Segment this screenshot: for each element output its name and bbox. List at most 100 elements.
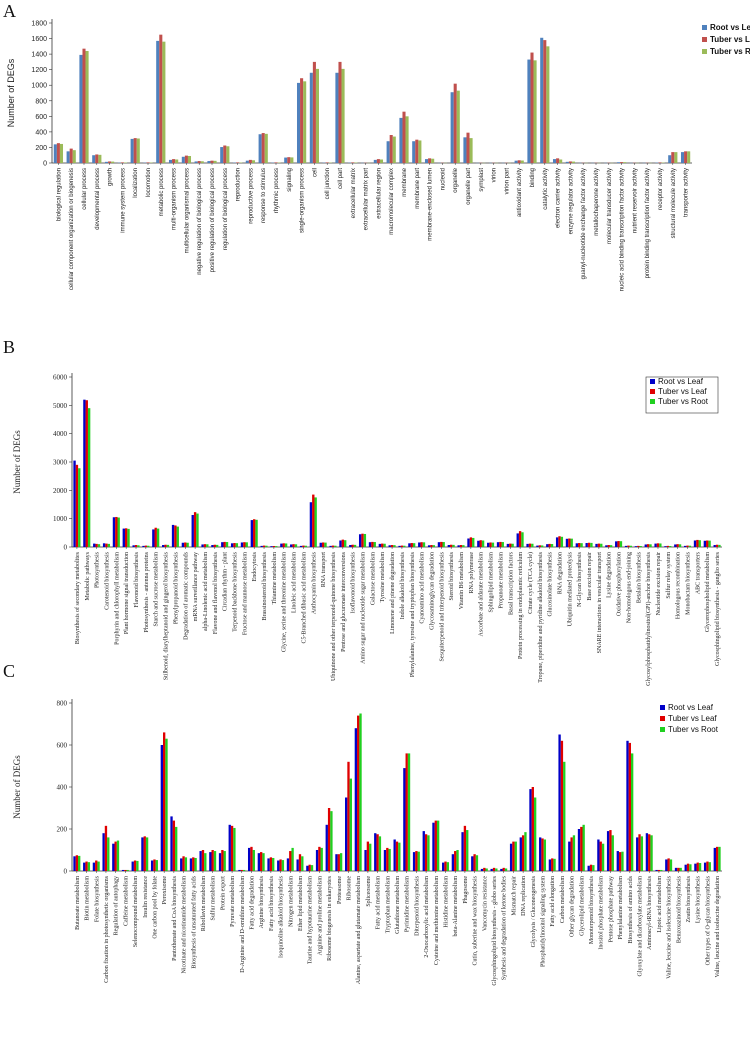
x-tick-label: Carbon metabolism bbox=[560, 876, 566, 923]
bar bbox=[83, 399, 86, 547]
bar bbox=[529, 789, 532, 871]
x-tick-label: C5-Branched dibasic acid metabolism bbox=[301, 552, 307, 644]
x-tick-label: Photosynthesis bbox=[95, 551, 101, 588]
bar bbox=[203, 544, 207, 547]
x-tick-label: cell junction bbox=[325, 168, 331, 199]
bar bbox=[235, 543, 239, 547]
legend-label: Tuber vs Root bbox=[658, 397, 709, 406]
bar bbox=[351, 544, 354, 547]
y-tick-label: 1200 bbox=[31, 67, 47, 74]
bar bbox=[446, 862, 449, 871]
y-tick-label: 1800 bbox=[31, 21, 47, 28]
bar bbox=[548, 543, 551, 547]
bar bbox=[466, 132, 470, 163]
bar bbox=[339, 540, 342, 547]
x-tick-label: reproductive process bbox=[248, 168, 254, 224]
bar bbox=[240, 869, 243, 871]
bar bbox=[415, 851, 418, 871]
bar bbox=[540, 37, 544, 163]
bar bbox=[262, 545, 266, 547]
bar bbox=[456, 90, 460, 163]
bar bbox=[424, 834, 428, 871]
bar bbox=[713, 847, 716, 871]
bar bbox=[560, 536, 564, 547]
bar bbox=[403, 768, 406, 871]
legend-swatch bbox=[660, 727, 665, 732]
bar bbox=[310, 865, 314, 871]
bar bbox=[213, 851, 217, 871]
bar bbox=[282, 543, 285, 547]
bar bbox=[279, 859, 282, 871]
bar bbox=[301, 856, 304, 871]
bar bbox=[444, 861, 447, 871]
bar bbox=[487, 542, 490, 547]
bar bbox=[490, 868, 493, 871]
bar bbox=[170, 816, 173, 871]
x-tick-label: Phagosome bbox=[463, 876, 469, 904]
bar bbox=[136, 860, 139, 871]
bar bbox=[408, 543, 411, 547]
bar bbox=[133, 860, 137, 871]
x-tick-label: Fatty acid metabolism bbox=[376, 876, 382, 930]
bar bbox=[469, 138, 473, 163]
x-tick-label: reproduction bbox=[236, 168, 242, 201]
bar bbox=[218, 853, 222, 871]
x-tick-label: Anthocyanin biosynthesis bbox=[311, 551, 317, 614]
bar bbox=[144, 545, 148, 547]
x-tick-label: immune system process bbox=[120, 168, 126, 233]
bar bbox=[85, 861, 88, 871]
x-tick-label: nucleic acid binding transcription facto… bbox=[620, 168, 626, 291]
x-tick-label: Butanoate metabolism bbox=[75, 876, 81, 930]
bar bbox=[418, 542, 421, 547]
y-tick-label: 400 bbox=[35, 129, 47, 136]
bar bbox=[463, 137, 467, 163]
x-tick-label: Photosynthesis - antenna proteins bbox=[144, 551, 150, 632]
bar bbox=[481, 540, 485, 547]
x-tick-label: Degradation of aromatic compounds bbox=[182, 551, 189, 639]
x-tick-label: Lysine degradation bbox=[607, 552, 613, 598]
bar bbox=[450, 92, 454, 163]
bar bbox=[611, 835, 614, 871]
x-tick-label: growth bbox=[108, 168, 114, 186]
bar bbox=[379, 159, 384, 163]
bar bbox=[624, 545, 628, 547]
x-tick-label: Mismatch repair bbox=[511, 876, 517, 916]
bar bbox=[213, 160, 217, 163]
bar bbox=[107, 837, 110, 871]
bar bbox=[590, 542, 593, 547]
bar bbox=[156, 40, 160, 164]
x-tick-label: Monobactam biosynthesis bbox=[686, 551, 692, 614]
bar bbox=[718, 544, 721, 547]
bar bbox=[667, 858, 670, 871]
bar bbox=[290, 157, 294, 163]
x-tick-label: Vitamin B6 metabolism bbox=[459, 552, 465, 610]
x-tick-label: Regulation of autophagy bbox=[113, 876, 120, 935]
bar bbox=[334, 545, 337, 547]
bar bbox=[715, 846, 719, 871]
bar bbox=[243, 542, 246, 547]
x-tick-label: Fatty acid degradation bbox=[249, 876, 255, 930]
bar bbox=[156, 528, 160, 547]
x-tick-label: Histidine metabolism bbox=[444, 876, 450, 928]
x-tick-label: Glycerolipid metabolism bbox=[579, 876, 585, 936]
x-tick-label: Biosynthesis of unsaturated fatty acids bbox=[190, 875, 197, 968]
x-tick-label: protein binding transcription factor act… bbox=[645, 168, 651, 278]
bar bbox=[708, 862, 711, 871]
bar bbox=[93, 543, 96, 547]
bar bbox=[373, 159, 377, 163]
bar bbox=[143, 836, 146, 871]
bar bbox=[679, 867, 682, 871]
bar bbox=[175, 826, 178, 871]
bar bbox=[321, 542, 325, 547]
bar bbox=[309, 72, 313, 163]
bar bbox=[674, 867, 678, 871]
x-tick-label: Spliceosome bbox=[366, 876, 372, 907]
bar bbox=[299, 545, 303, 547]
x-tick-label: Carotenoid biosynthesis bbox=[104, 551, 110, 609]
legend-swatch bbox=[650, 389, 655, 394]
bar bbox=[267, 858, 270, 871]
bar bbox=[171, 524, 175, 547]
x-tick-label: mRNA surveillance pathway bbox=[193, 552, 199, 621]
bar bbox=[223, 145, 227, 163]
bar bbox=[477, 540, 480, 547]
